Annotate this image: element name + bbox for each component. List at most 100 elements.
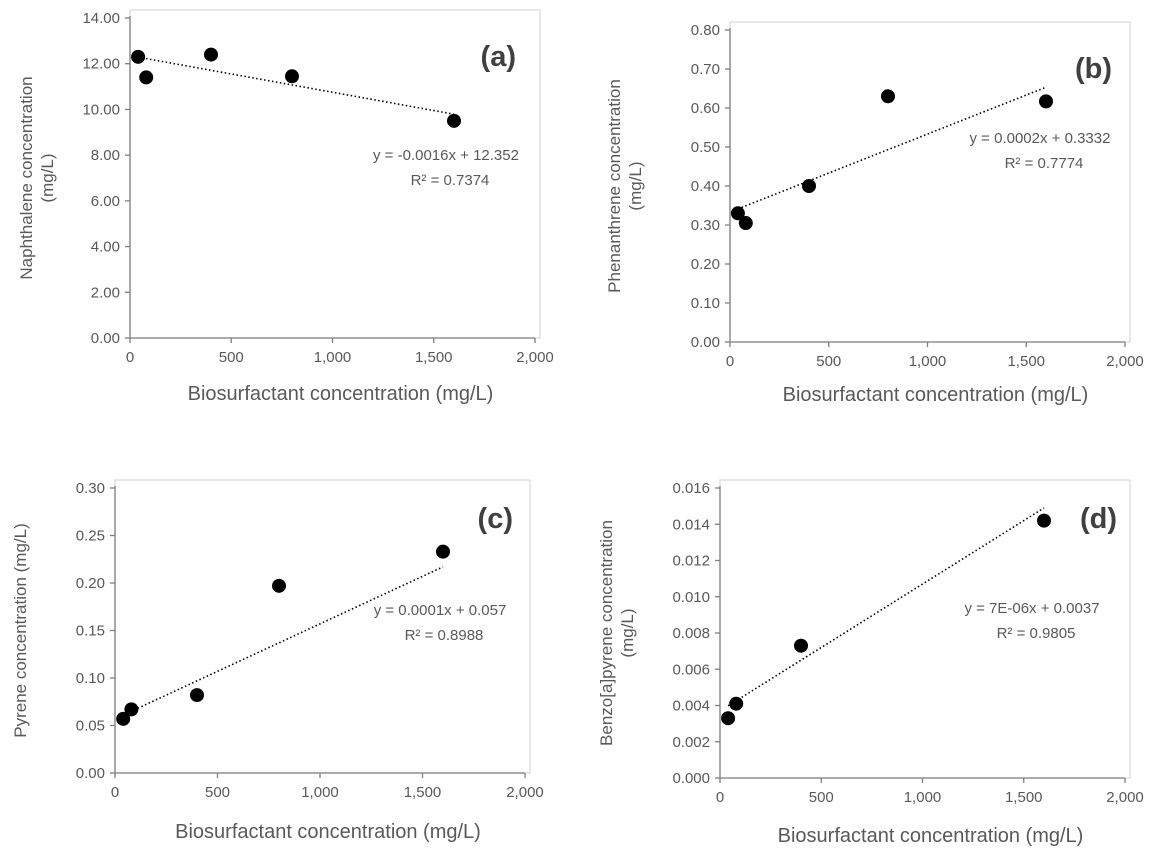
- y-tick-label: 0.00: [91, 330, 120, 347]
- r-squared-label: R² = 0.7374: [411, 172, 490, 189]
- x-tick-label: 500: [219, 349, 244, 366]
- y-axis-title: Benzo[a]pyrene concentration (mg/L): [597, 520, 637, 746]
- y-tick-label: 0.10: [691, 295, 720, 312]
- x-tick-label: 0: [716, 789, 724, 806]
- y-tick-label: 12.00: [82, 56, 120, 73]
- chart-panel-0: 0.00 2.00 4.00 6.00 8.00 10.00 12.00 14.00 0 500 1…: [17, 9, 554, 405]
- x-tick-label: 2,000: [506, 784, 544, 801]
- y-axis-title-line: Naphthalene concentration: [17, 76, 36, 279]
- trendline-equation: y = -0.0016x + 12.352: [373, 147, 519, 164]
- y-axis-title-line: Pyrene concentration (mg/L): [11, 523, 30, 738]
- plot-area: [729, 21, 1131, 343]
- y-axis-title-line: (mg/L): [626, 161, 645, 210]
- data-point: [204, 47, 218, 62]
- chart-panel-1: 0.00 0.10 0.20 0.30 0.40 0.50 0.60 0.70 0.80 0 500…: [605, 21, 1144, 406]
- panel-label: (d): [1080, 503, 1117, 535]
- r-squared-label: R² = 0.9805: [997, 625, 1076, 642]
- y-tick-label: 0.012: [672, 553, 710, 570]
- y-axis-title: Phenanthrene concentration (mg/L): [605, 79, 645, 293]
- x-tick-label: 500: [205, 784, 230, 801]
- x-tick-label: 0: [126, 349, 134, 366]
- y-axis-title-line: Phenanthrene concentration: [605, 79, 624, 293]
- y-tick-label: 0.002: [672, 734, 710, 751]
- data-point: [1037, 513, 1051, 528]
- y-tick-label: 0.000: [672, 770, 710, 787]
- y-tick-label: 10.00: [82, 101, 120, 118]
- data-point: [730, 206, 745, 221]
- y-tick-label: 0.80: [691, 22, 720, 39]
- x-tick-label: 1,000: [301, 784, 339, 801]
- x-tick-label: 500: [809, 789, 834, 806]
- data-point: [131, 49, 146, 64]
- x-tick-label: 2,000: [516, 349, 554, 366]
- trendline-equation: y = 0.0002x + 0.3332: [970, 130, 1111, 147]
- x-axis-title: Biosurfactant concentration (mg/L): [778, 825, 1084, 847]
- x-tick-label: 0: [726, 353, 734, 370]
- y-tick-label: 0.10: [76, 670, 105, 687]
- data-point: [190, 688, 204, 703]
- panel-label: (b): [1075, 53, 1112, 85]
- x-tick-label: 0: [111, 784, 119, 801]
- y-tick-label: 0.006: [672, 661, 710, 678]
- trendline: [122, 566, 444, 716]
- y-tick-label: 0.008: [672, 625, 710, 642]
- y-tick-label: 0.25: [76, 528, 105, 545]
- data-point: [124, 702, 139, 717]
- x-tick-label: 1,500: [415, 349, 453, 366]
- x-axis-title: Biosurfactant concentration (mg/L): [783, 384, 1089, 406]
- y-axis-title: Naphthalene concentration (mg/L): [17, 76, 57, 279]
- y-tick-label: 8.00: [91, 147, 120, 164]
- data-point: [116, 711, 131, 726]
- x-tick-label: 1,500: [404, 784, 442, 801]
- chart-panel-3: 0.000 0.002 0.004 0.006 0.008 0.010 0.012 0.014…: [597, 479, 1144, 847]
- chart-panel-2: 0.00 0.05 0.10 0.15 0.20 0.25 0.30 0 500 1,000 1,5…: [11, 479, 544, 843]
- y-tick-label: 2.00: [91, 284, 120, 301]
- y-tick-label: 0.20: [76, 575, 105, 592]
- y-tick-label: 0.05: [76, 718, 105, 735]
- y-axis-title-line: (mg/L): [618, 608, 637, 657]
- data-point: [794, 638, 808, 653]
- y-tick-label: 0.70: [691, 61, 720, 78]
- data-point: [436, 544, 450, 559]
- x-tick-label: 1,500: [1005, 789, 1043, 806]
- data-point: [447, 113, 461, 128]
- x-tick-label: 1,000: [314, 349, 352, 366]
- data-point: [881, 89, 895, 104]
- y-tick-label: 0.30: [691, 217, 720, 234]
- x-tick-label: 500: [816, 353, 841, 370]
- y-tick-label: 0.00: [76, 765, 105, 782]
- y-tick-label: 0.00: [691, 334, 720, 351]
- r-squared-label: R² = 0.8988: [405, 627, 484, 644]
- x-tick-label: 1,500: [1007, 353, 1045, 370]
- y-tick-label: 0.014: [672, 516, 710, 533]
- y-tick-label: 0.016: [672, 480, 710, 497]
- trendline: [137, 56, 455, 115]
- y-tick-label: 0.010: [672, 589, 710, 606]
- y-tick-label: 0.15: [76, 623, 105, 640]
- y-tick-label: 6.00: [91, 193, 120, 210]
- panel-label: (c): [478, 503, 513, 535]
- x-tick-label: 1,000: [909, 353, 947, 370]
- x-tick-label: 1,000: [904, 789, 942, 806]
- r-squared-label: R² = 0.7774: [1005, 155, 1084, 172]
- trendline-equation: y = 0.0001x + 0.057: [374, 602, 507, 619]
- data-point: [272, 578, 286, 593]
- data-point: [721, 711, 736, 726]
- data-point: [139, 70, 154, 85]
- x-axis-title: Biosurfactant concentration (mg/L): [175, 821, 481, 843]
- y-tick-label: 0.004: [672, 698, 710, 715]
- y-tick-label: 0.40: [691, 178, 720, 195]
- trendline: [737, 86, 1047, 210]
- y-axis-title: Pyrene concentration (mg/L): [11, 523, 30, 738]
- y-tick-label: 14.00: [82, 10, 120, 27]
- y-tick-label: 0.60: [691, 100, 720, 117]
- x-axis-title: Biosurfactant concentration (mg/L): [188, 383, 494, 405]
- data-point: [729, 696, 744, 711]
- y-axis-title-line: (mg/L): [38, 153, 57, 202]
- y-tick-label: 0.20: [691, 256, 720, 273]
- y-tick-label: 0.30: [76, 480, 105, 497]
- data-point: [1039, 94, 1053, 109]
- data-point: [285, 69, 299, 84]
- y-tick-label: 0.50: [691, 139, 720, 156]
